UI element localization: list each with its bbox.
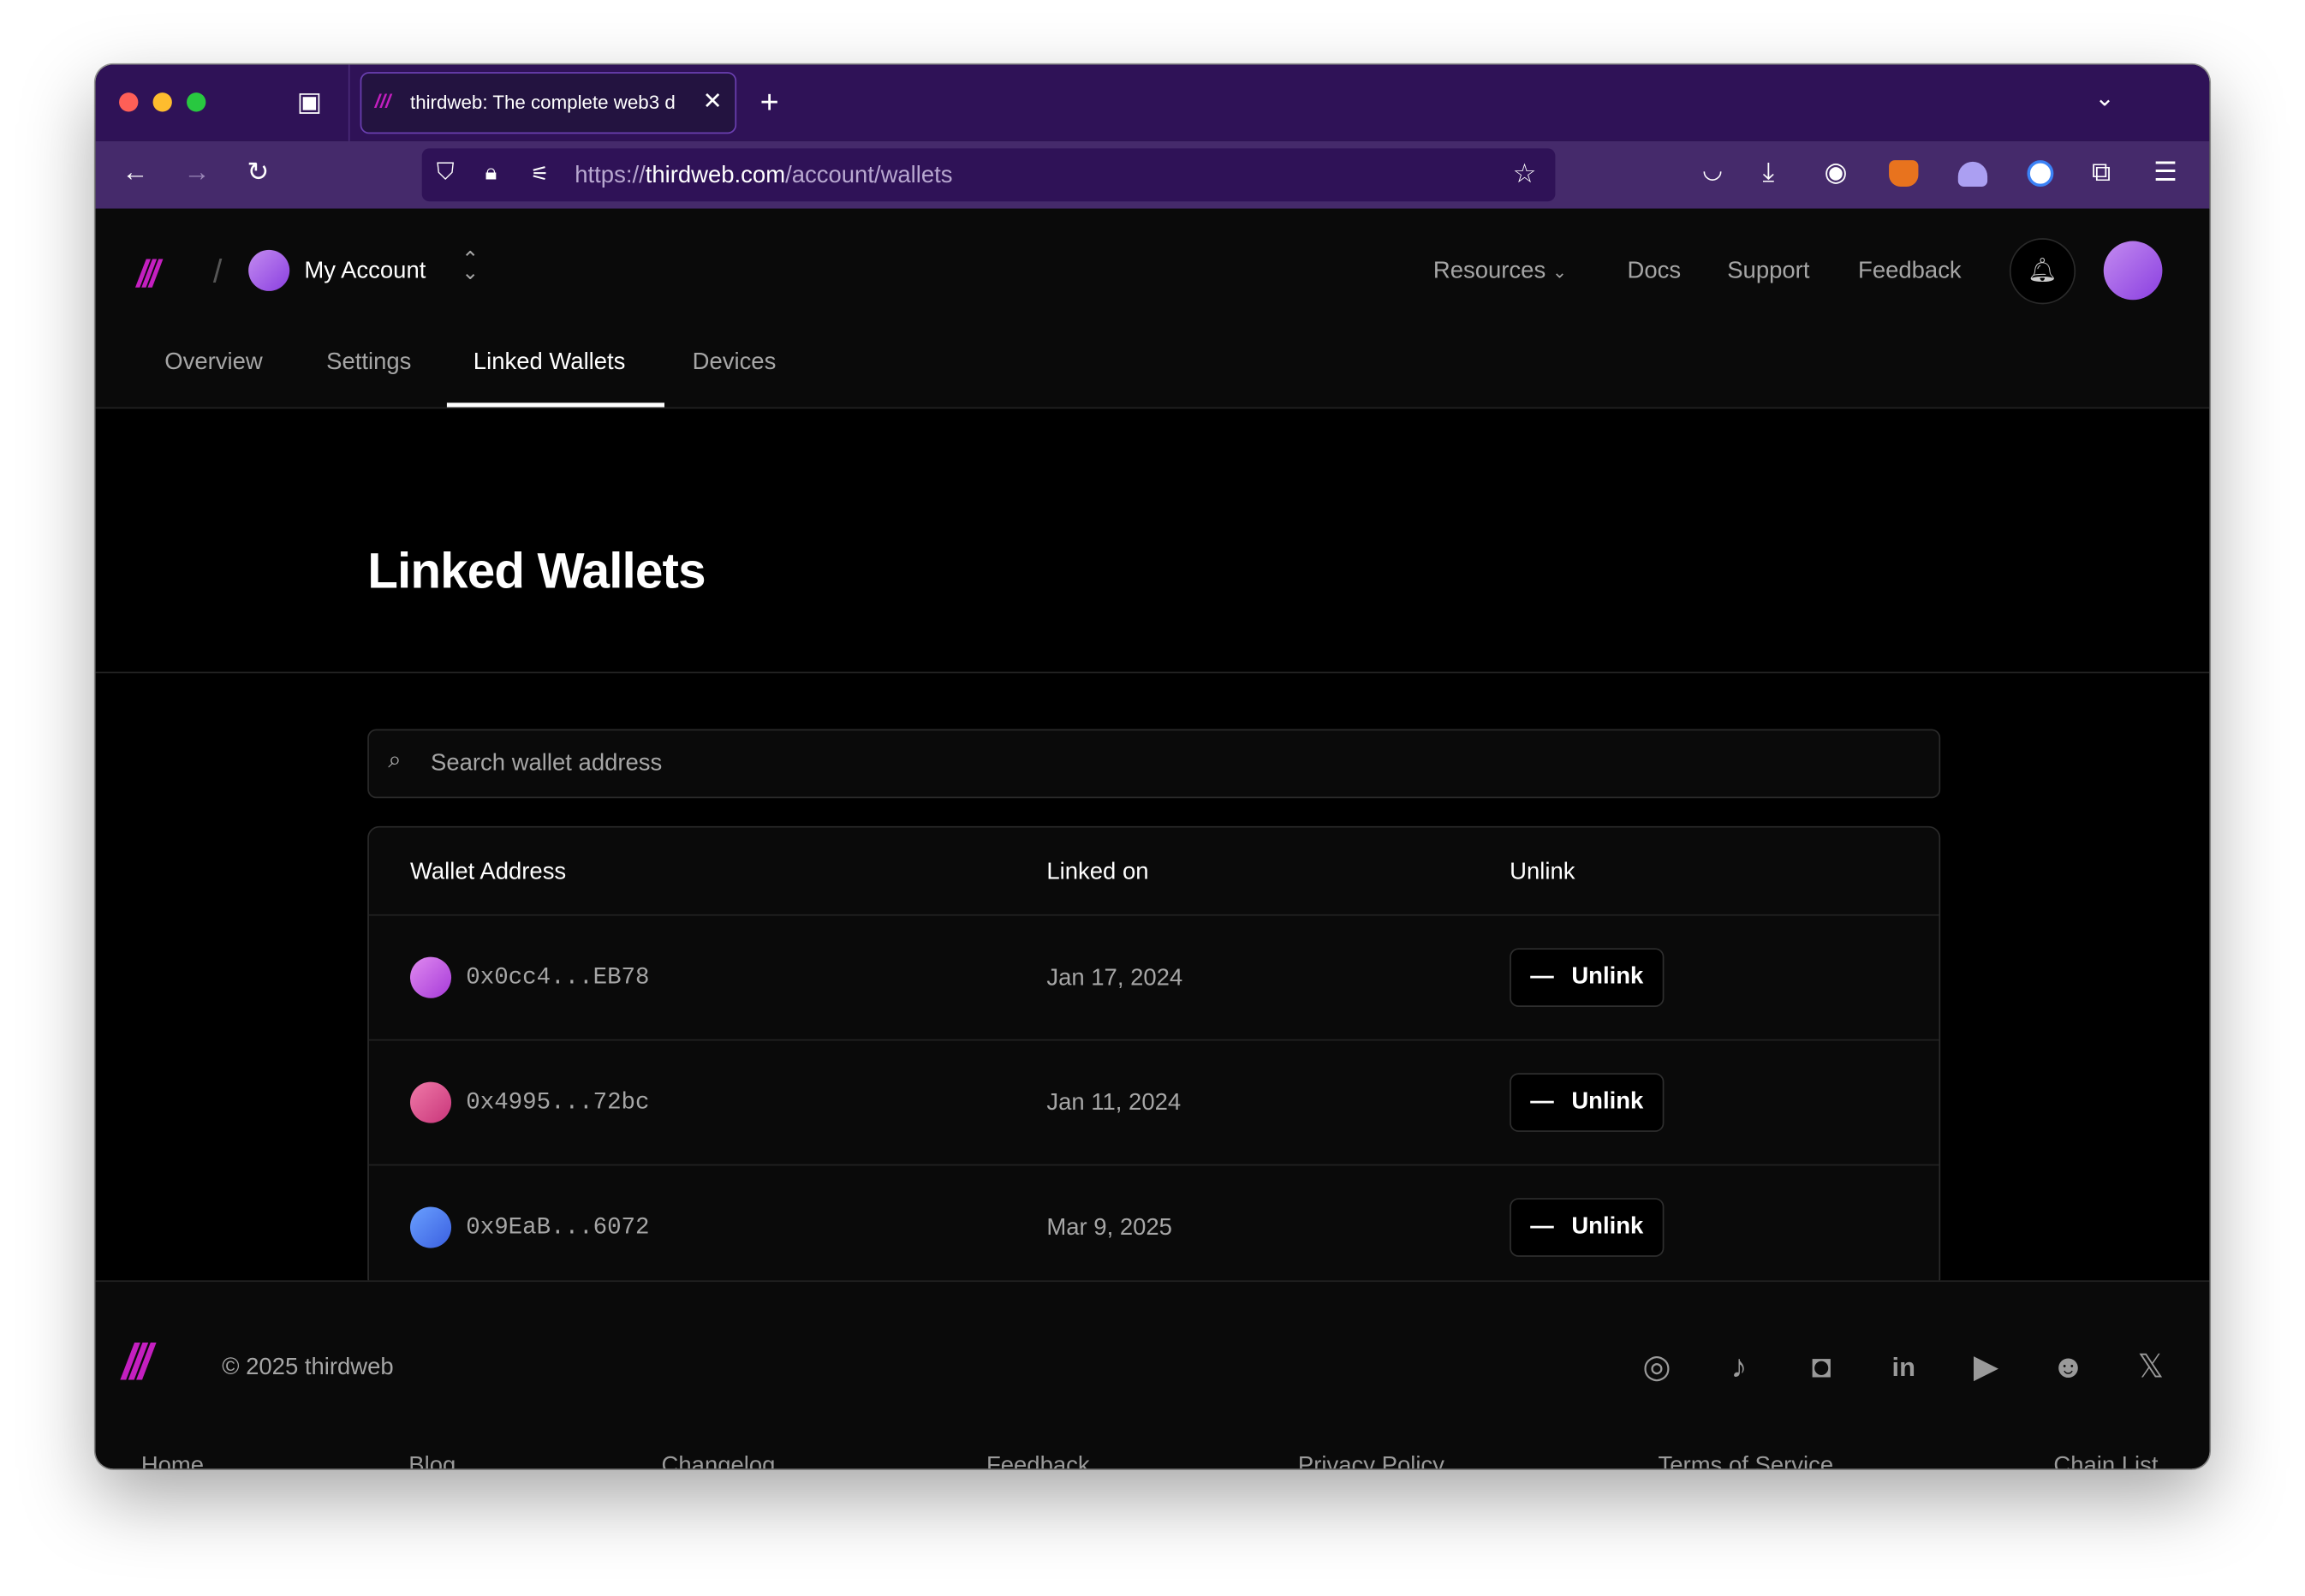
tab-title: thirdweb: The complete web3 d	[409, 91, 676, 114]
bell-icon[interactable]: 🔔︎	[2009, 238, 2076, 305]
linked-date: Jan 11, 2024	[1046, 1090, 1182, 1117]
copyright: © 2025 thirdweb	[222, 1355, 394, 1381]
footer-link-terms[interactable]: Terms of Service	[1658, 1453, 1834, 1469]
forward-icon[interactable]: →	[183, 157, 211, 188]
search-input[interactable]: ⌕ Search wallet address	[367, 729, 1941, 799]
minus-icon: —	[1530, 1089, 1554, 1115]
thirdweb-favicon-icon: ///	[374, 89, 391, 112]
footer-link-blog[interactable]: Blog	[408, 1453, 456, 1469]
wallet-avatar	[409, 956, 452, 998]
nav-resources[interactable]: Resources ⌄	[1432, 259, 1568, 284]
footer-link-privacy[interactable]: Privacy Policy	[1297, 1453, 1444, 1469]
tab-settings[interactable]: Settings	[326, 349, 412, 375]
browser-window: ▣ /// thirdweb: The complete web3 d ✕ + …	[95, 64, 2210, 1469]
1password-icon[interactable]	[2027, 160, 2054, 188]
extensions-icon[interactable]: ⧉	[2092, 157, 2111, 188]
footer-link-chain-list[interactable]: Chain List	[2053, 1453, 2159, 1469]
pocket-icon[interactable]: ◡	[1702, 158, 1724, 184]
thirdweb-logo[interactable]: ///	[136, 251, 160, 296]
tab-overview[interactable]: Overview	[164, 349, 263, 375]
account-avatar	[248, 249, 290, 291]
linked-date: Jan 17, 2024	[1046, 965, 1183, 992]
wallet-address: 0x9EaB...6072	[466, 1214, 650, 1241]
url-text[interactable]: https://thirdweb.com/account/wallets	[575, 163, 953, 188]
nav-docs[interactable]: Docs	[1627, 259, 1682, 284]
x-icon[interactable]: 𝕏	[2137, 1348, 2164, 1385]
breadcrumb-separator: /	[212, 253, 223, 290]
linked-date: Mar 9, 2025	[1046, 1215, 1172, 1241]
tab-overview-icon[interactable]: ▣	[296, 86, 323, 116]
minus-icon: —	[1530, 1214, 1554, 1240]
unlink-button[interactable]: — Unlink	[1510, 948, 1665, 1008]
divider	[348, 64, 350, 141]
github-icon[interactable]: ◎	[1642, 1348, 1671, 1385]
metamask-icon[interactable]	[1889, 160, 1919, 188]
youtube-icon[interactable]: ▶	[1973, 1348, 1998, 1385]
star-icon[interactable]: ☆	[1512, 158, 1537, 188]
navigation-toolbar: ← → ↻ ⛉ 🔒︎ ⚟ https://thirdweb.com/accoun…	[95, 140, 2210, 209]
chevron-up-down-icon[interactable]: ⌃ ⌄	[462, 247, 479, 284]
shield-icon[interactable]: ⛉	[436, 160, 455, 186]
tab-devices[interactable]: Devices	[692, 349, 777, 375]
account-icon[interactable]: ◉	[1824, 157, 1848, 188]
new-tab-icon[interactable]: +	[759, 83, 779, 121]
tiktok-icon[interactable]: ♪	[1730, 1348, 1748, 1385]
search-placeholder: Search wallet address	[431, 751, 663, 777]
tab-bar: ▣ /// thirdweb: The complete web3 d ✕ + …	[95, 64, 2210, 141]
phantom-icon[interactable]	[1957, 161, 1988, 188]
minus-icon: —	[1530, 964, 1554, 990]
url-bar[interactable]: ⛉ 🔒︎ ⚟ https://thirdweb.com/account/wall…	[421, 148, 1556, 202]
user-avatar[interactable]	[2103, 241, 2163, 301]
footer-link-home[interactable]: Home	[140, 1453, 205, 1469]
close-tab-icon[interactable]: ✕	[702, 89, 723, 115]
search-icon: ⌕	[388, 747, 402, 774]
nav-support[interactable]: Support	[1727, 259, 1810, 284]
download-icon[interactable]: ⤓	[1762, 157, 1775, 188]
divider	[95, 671, 2210, 674]
web-page: /// / My Account ⌃ ⌄ Resources ⌄ Docs Sup…	[95, 208, 2210, 1469]
wallet-avatar	[409, 1206, 452, 1248]
wallet-avatar	[409, 1081, 452, 1123]
browser-tab[interactable]: /// thirdweb: The complete web3 d ✕	[360, 72, 737, 134]
chevron-down-icon[interactable]: ⌄	[2094, 86, 2115, 112]
page-title: Linked Wallets	[367, 544, 706, 600]
active-tab-indicator	[446, 402, 664, 408]
site-header: /// / My Account ⌃ ⌄ Resources ⌄ Docs Sup…	[95, 208, 2210, 409]
account-switcher[interactable]: My Account	[304, 259, 426, 284]
site-footer: /// © 2025 thirdweb ◎ ♪ ◘ in ▶ ☻ 𝕏 Home …	[95, 1280, 2210, 1469]
table-row: 0x0cc4...EB78 Jan 17, 2024 — Unlink	[368, 914, 1939, 1041]
reload-icon[interactable]: ↻	[247, 157, 270, 188]
close-window-button[interactable]	[119, 92, 139, 112]
chevron-down-icon: ⌄	[1552, 261, 1568, 283]
unlink-button[interactable]: — Unlink	[1510, 1198, 1665, 1257]
tab-linked-wallets[interactable]: Linked Wallets	[473, 349, 626, 375]
linkedin-icon[interactable]: in	[1891, 1352, 1915, 1382]
wallets-table: Wallet Address Linked on Unlink 0x0cc4..…	[367, 825, 1941, 1291]
footer-link-feedback[interactable]: Feedback	[986, 1453, 1090, 1469]
column-header-linked-on: Linked on	[1046, 860, 1149, 885]
reddit-icon[interactable]: ☻	[2051, 1348, 2086, 1385]
thirdweb-logo[interactable]: ///	[122, 1334, 152, 1391]
wallet-address: 0x0cc4...EB78	[466, 964, 650, 992]
column-header-address: Wallet Address	[409, 860, 567, 885]
instagram-icon[interactable]: ◘	[1811, 1348, 1831, 1385]
menu-icon[interactable]: ☰	[2153, 157, 2177, 188]
unlink-button[interactable]: — Unlink	[1510, 1073, 1665, 1132]
nav-feedback[interactable]: Feedback	[1858, 259, 1962, 284]
column-header-unlink: Unlink	[1510, 860, 1575, 885]
back-icon[interactable]: ←	[122, 157, 149, 188]
footer-link-changelog[interactable]: Changelog	[661, 1453, 776, 1469]
wallet-address: 0x4995...72bc	[466, 1089, 650, 1117]
table-row: 0x9EaB...6072 Mar 9, 2025 — Unlink	[368, 1164, 1939, 1289]
lock-icon[interactable]: 🔒︎	[485, 160, 497, 186]
minimize-window-button[interactable]	[152, 92, 172, 112]
permissions-icon[interactable]: ⚟	[530, 161, 550, 186]
table-row: 0x4995...72bc Jan 11, 2024 — Unlink	[368, 1039, 1939, 1166]
maximize-window-button[interactable]	[187, 92, 206, 112]
